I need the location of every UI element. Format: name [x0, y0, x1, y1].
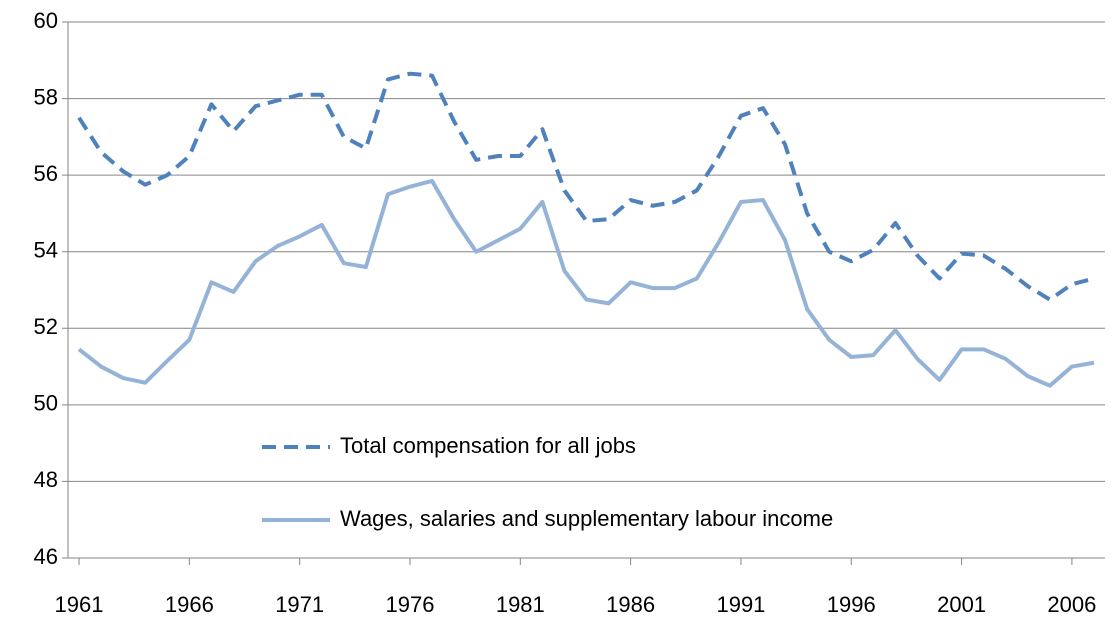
- y-tick-label: 50: [34, 391, 58, 416]
- y-tick-label: 54: [34, 238, 58, 263]
- x-tick-label: 1981: [496, 592, 545, 617]
- y-tick-label: 46: [34, 544, 58, 569]
- legend-label: Total compensation for all jobs: [340, 433, 636, 458]
- y-tick-label: 60: [34, 8, 58, 33]
- x-tick-label: 1961: [55, 592, 104, 617]
- x-tick-label: 1986: [606, 592, 655, 617]
- y-tick-label: 48: [34, 467, 58, 492]
- legend-label: Wages, salaries and supplementary labour…: [340, 506, 833, 531]
- y-tick-label: 52: [34, 314, 58, 339]
- series-line: [77, 178, 1095, 388]
- x-tick-label: 1976: [386, 592, 435, 617]
- x-tick-label: 2006: [1047, 592, 1096, 617]
- x-tick-label: 2001: [937, 592, 986, 617]
- x-tick-label: 1966: [165, 592, 214, 617]
- x-tick-label: 1996: [827, 592, 876, 617]
- x-tick-label: 1971: [275, 592, 324, 617]
- x-tick-label: 1991: [716, 592, 765, 617]
- y-tick-label: 58: [34, 84, 58, 109]
- y-tick-label: 56: [34, 161, 58, 186]
- series-line: [77, 71, 1095, 302]
